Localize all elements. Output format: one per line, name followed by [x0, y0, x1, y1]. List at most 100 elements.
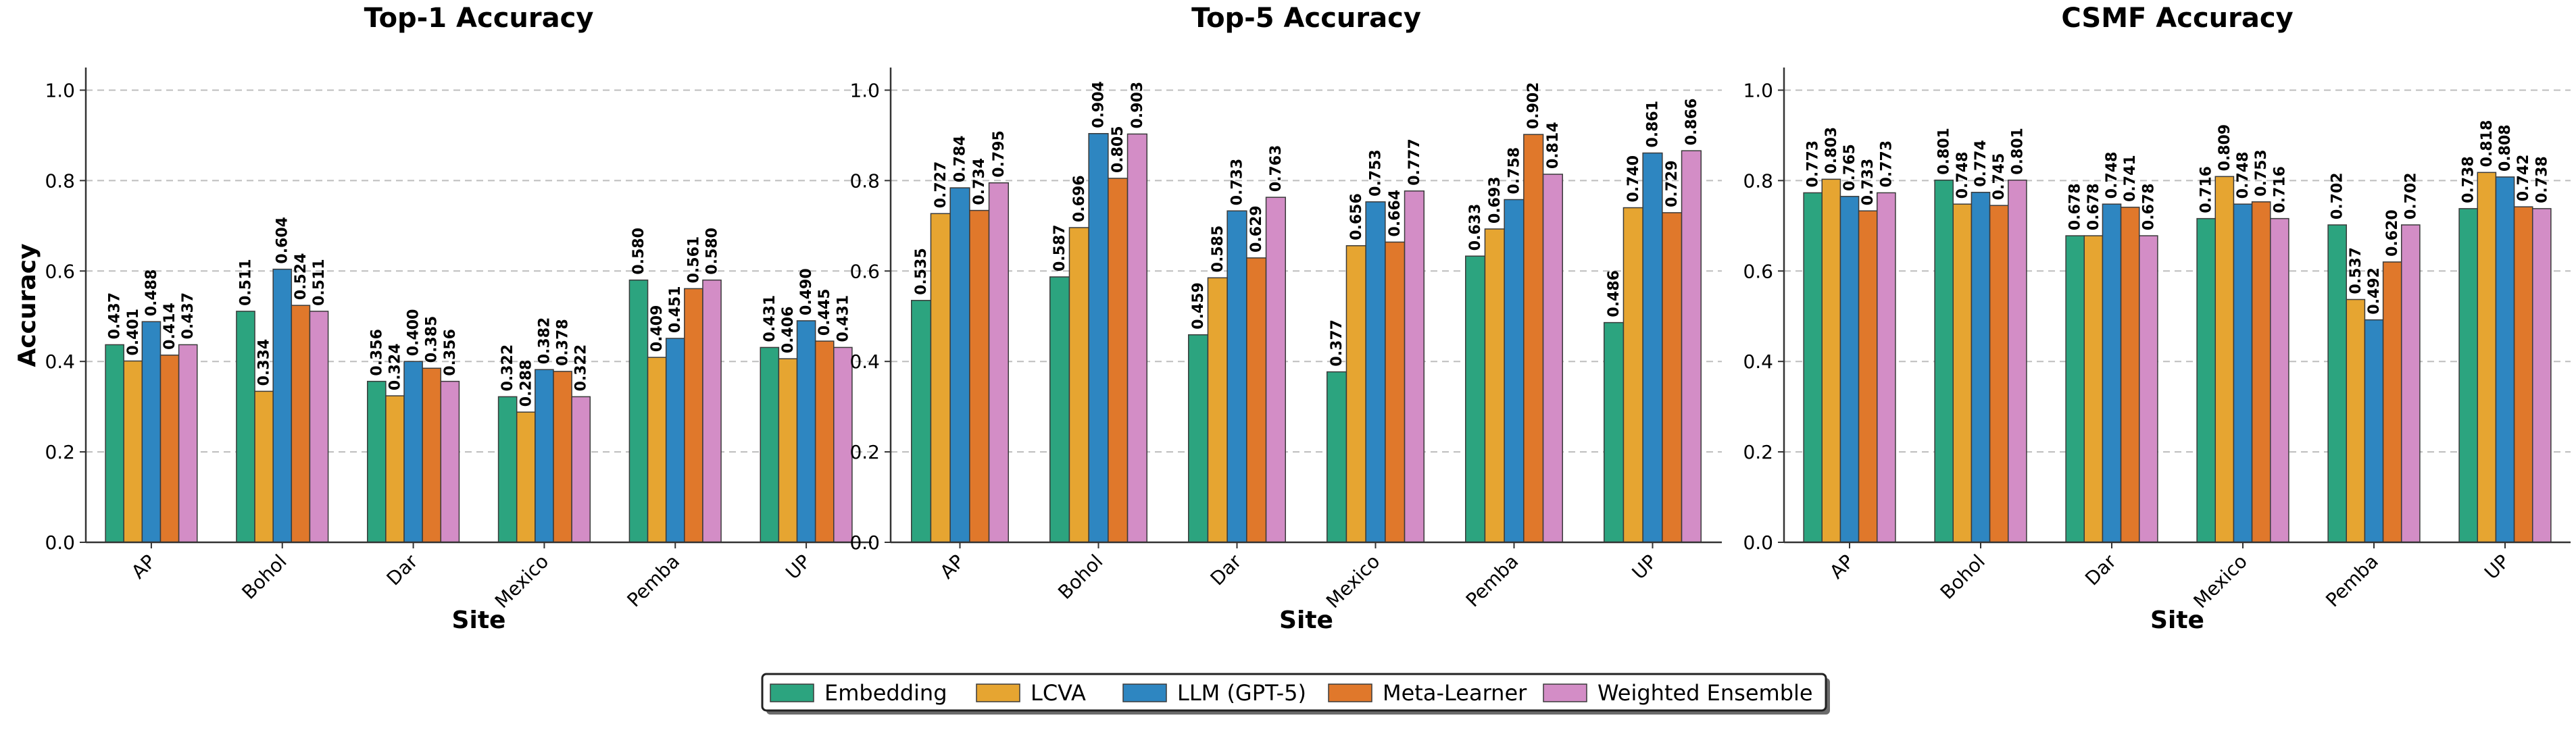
y-tick-label: 0.2 — [849, 441, 880, 463]
bar-value-label: 0.773 — [1805, 140, 1822, 188]
bar-value-label: 0.324 — [387, 343, 403, 390]
bar-value-label: 0.580 — [704, 228, 721, 275]
bar — [2269, 217, 2289, 543]
bar — [684, 288, 703, 543]
bar-value-label: 0.745 — [1991, 153, 2008, 201]
bar-value-label: 0.322 — [573, 344, 590, 392]
bar — [2065, 235, 2085, 543]
bar-value-label: 0.702 — [2402, 172, 2419, 219]
bar-value-label: 0.748 — [2235, 152, 2252, 199]
bar-value-label: 0.784 — [952, 135, 969, 182]
bar-value-label: 0.385 — [424, 316, 441, 363]
bar-value-label: 0.524 — [293, 253, 309, 301]
bar-value-label: 0.633 — [1467, 204, 1484, 251]
bar — [2327, 224, 2348, 543]
bar — [366, 380, 387, 543]
bar-value-label: 0.678 — [2067, 183, 2084, 230]
bar-value-label: 0.741 — [2122, 155, 2139, 202]
bar — [2102, 203, 2122, 543]
bar — [236, 311, 255, 543]
y-tick-label: 1.0 — [45, 79, 75, 101]
legend-swatch — [976, 683, 1020, 702]
bar-value-label: 0.629 — [1248, 205, 1265, 253]
bar-value-label: 0.808 — [2497, 124, 2514, 172]
legend-label: LLM (GPT-5) — [1177, 680, 1306, 706]
bar — [1068, 227, 1089, 543]
bar — [2214, 176, 2235, 543]
bar-value-label: 0.803 — [1823, 127, 1840, 174]
bar — [1876, 192, 1896, 543]
bar — [2251, 201, 2271, 543]
y-tick-label: 0.0 — [1743, 532, 1773, 554]
bar-value-label: 0.801 — [2009, 128, 2026, 175]
bar — [1484, 228, 1505, 543]
bar-value-label: 0.753 — [1368, 149, 1385, 197]
bar — [497, 396, 518, 543]
x-tick-label: Bohol — [1936, 550, 1989, 604]
x-tick-label: Mexico — [491, 550, 553, 613]
bar — [1821, 178, 1841, 543]
bar — [2120, 207, 2140, 543]
bar — [440, 380, 460, 543]
bar-value-label: 0.818 — [2479, 120, 2496, 167]
bar-value-label: 0.765 — [1841, 144, 1858, 191]
bar-value-label: 0.437 — [180, 292, 197, 340]
y-tick-label: 0.4 — [45, 351, 75, 373]
bar — [760, 346, 780, 543]
y-tick-label: 0.6 — [1743, 260, 1773, 282]
bar-value-label: 0.809 — [2216, 124, 2233, 172]
x-tick-label: AP — [936, 550, 969, 584]
x-tick-label: Mexico — [1322, 550, 1384, 613]
bar-value-label: 0.664 — [1387, 190, 1404, 237]
y-tick-label: 0.2 — [1743, 441, 1773, 463]
bar-value-label: 0.795 — [991, 130, 1008, 178]
bar — [2196, 217, 2216, 543]
legend: Embedding LCVA LLM (GPT-5) Meta-Learner Weig… — [761, 673, 1830, 715]
bar — [291, 305, 311, 543]
bar-value-label: 0.445 — [816, 288, 833, 336]
bar — [2513, 206, 2533, 543]
bar-value-label: 0.620 — [2384, 209, 2401, 257]
legend-swatch — [1328, 683, 1372, 702]
bar — [1108, 178, 1129, 543]
bar-value-label: 0.537 — [2348, 247, 2364, 294]
bar — [272, 268, 293, 543]
y-tick-label: 0.8 — [849, 170, 880, 192]
panel-title: CSMF Accuracy — [2061, 3, 2293, 34]
bar — [1126, 133, 1148, 543]
bar-value-label: 0.753 — [2253, 149, 2270, 197]
bar — [2477, 172, 2497, 543]
bar-value-label: 0.322 — [499, 344, 516, 392]
x-tick-label: UP — [1628, 550, 1662, 584]
x-tick-label: AP — [1825, 550, 1858, 584]
bar — [969, 209, 990, 543]
bar — [1542, 174, 1564, 543]
panel-title: Top-1 Accuracy — [364, 3, 594, 34]
bar-value-label: 0.488 — [143, 269, 160, 317]
bar — [123, 360, 143, 543]
bar-value-label: 0.585 — [1210, 226, 1227, 273]
bar-value-label: 0.777 — [1406, 138, 1423, 186]
bar-value-label: 0.401 — [125, 309, 142, 356]
bar-value-label: 0.382 — [536, 317, 553, 365]
bar — [1465, 255, 1486, 543]
bar-value-label: 0.696 — [1071, 175, 1088, 222]
bar-value-label: 0.734 — [971, 158, 988, 205]
x-tick-label: Pemba — [1462, 550, 1523, 612]
bar-value-label: 0.748 — [1954, 152, 1971, 199]
bar-value-label: 0.733 — [1860, 159, 1877, 206]
bar — [1504, 199, 1525, 543]
bar — [2138, 235, 2158, 543]
x-tick-label: Dar — [1206, 550, 1246, 590]
bar-value-label: 0.451 — [667, 286, 684, 333]
bar — [1803, 192, 1823, 543]
bar — [814, 340, 835, 543]
x-tick-label: Dar — [382, 550, 422, 590]
bar — [141, 321, 162, 543]
bar-value-label: 0.490 — [798, 268, 815, 315]
bar — [254, 390, 274, 543]
bar-value-label: 0.414 — [162, 303, 178, 350]
bar — [1681, 150, 1702, 543]
legend-label: Embedding — [824, 680, 947, 706]
